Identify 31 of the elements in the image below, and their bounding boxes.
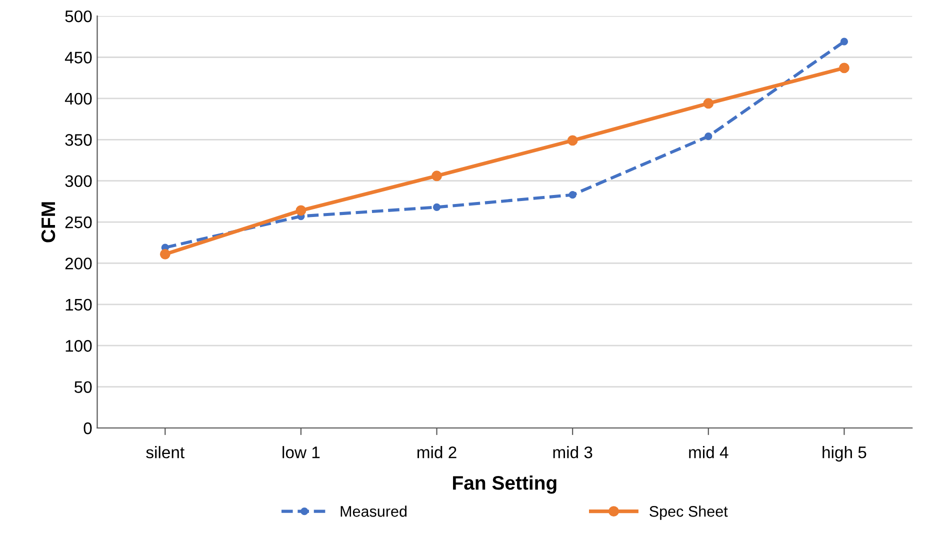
x-tick-label: silent — [146, 446, 184, 458]
y-tick-label: 400 — [64, 92, 92, 105]
point — [703, 98, 714, 109]
legend-label: Spec Sheet — [650, 506, 728, 520]
y-axis-title: CFM — [41, 202, 56, 242]
y-tick-label: 50 — [74, 381, 92, 394]
legend-label: Measured — [340, 506, 406, 517]
y-tick-label: 100 — [66, 340, 92, 352]
point — [296, 205, 306, 216]
x-axis-title: Fan Setting — [453, 475, 556, 494]
y-tick-label: 200 — [65, 258, 92, 270]
y-tick-label: 450 — [64, 52, 92, 64]
y-tick-label: 250 — [65, 216, 92, 228]
point — [704, 132, 712, 140]
x-tick-label: low 1 — [282, 446, 320, 458]
point — [160, 248, 170, 260]
y-tick-label: 350 — [65, 134, 92, 146]
y-tick-label: 500 — [65, 10, 92, 22]
point — [840, 38, 848, 46]
x-tick-label: mid 3 — [553, 446, 592, 458]
point — [432, 170, 442, 182]
point — [838, 62, 850, 74]
y-tick-label: 0 — [84, 422, 92, 434]
point — [567, 135, 578, 146]
x-tick-label: mid 4 — [689, 446, 728, 458]
point — [568, 191, 576, 199]
point — [432, 203, 441, 212]
y-tick-label: 150 — [66, 298, 92, 311]
x-tick-label: high 5 — [822, 446, 866, 462]
x-tick-label: mid 2 — [417, 446, 456, 458]
y-tick-label: 300 — [65, 175, 92, 188]
